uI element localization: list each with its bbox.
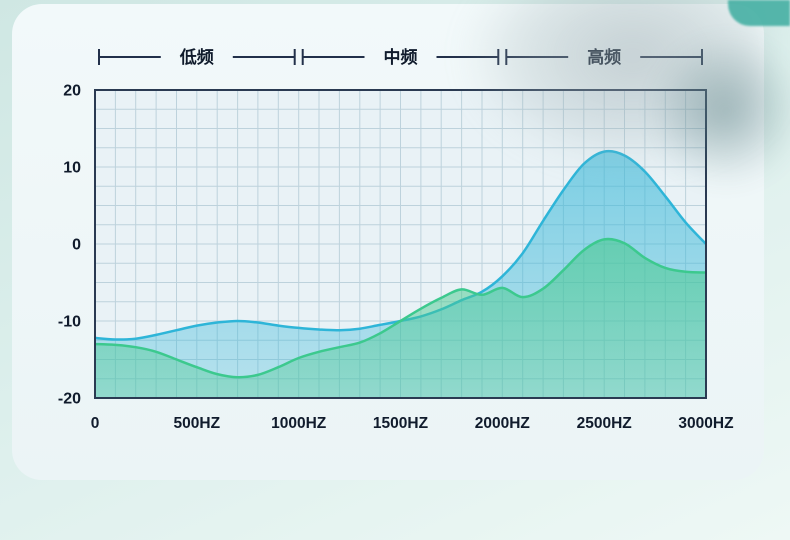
- x-tick-label: 3000HZ: [678, 415, 734, 432]
- y-tick-label: 10: [63, 160, 81, 177]
- chart-card: 低频 中频 高频 0 500HZ 1000HZ 1500HZ 2000HZ 2500HZ 3000…: [12, 4, 764, 480]
- x-tick-label: 0: [91, 415, 100, 432]
- frequency-response-chart: 低频 中频 高频 0 500HZ 1000HZ 1500HZ 2000HZ 2500HZ 3000…: [58, 47, 734, 432]
- area-green-curve: [95, 239, 706, 398]
- y-tick-label: 20: [63, 83, 81, 100]
- band-中频: 中频: [301, 47, 500, 67]
- y-tick-label: -10: [58, 314, 81, 331]
- corner-accent-shape: [728, 0, 790, 26]
- line-green-curve: [95, 237, 706, 379]
- x-tick-label: 2500HZ: [577, 415, 633, 432]
- band-label: 高频: [587, 47, 621, 67]
- x-tick-label: 1500HZ: [373, 415, 429, 432]
- x-tick-label: 1000HZ: [271, 415, 327, 432]
- band-高频: 高频: [505, 47, 703, 67]
- band-低频: 低频: [98, 47, 296, 67]
- y-tick-label: 0: [72, 237, 81, 254]
- y-tick-label: -20: [58, 391, 81, 408]
- x-tick-label: 500HZ: [174, 415, 221, 432]
- band-label: 中频: [384, 47, 418, 67]
- band-label: 低频: [179, 47, 214, 67]
- plot-frame: [94, 89, 707, 399]
- x-tick-label: 2000HZ: [475, 415, 531, 432]
- series-group: [95, 149, 706, 398]
